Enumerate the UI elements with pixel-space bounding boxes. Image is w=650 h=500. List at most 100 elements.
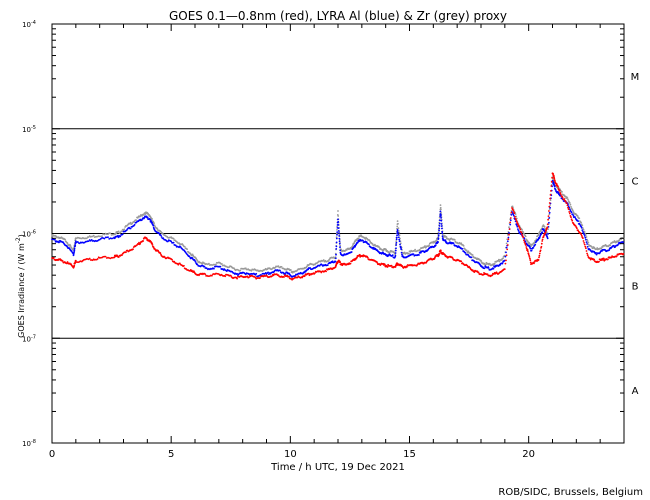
series-point [151,218,154,220]
y-tick-exponent: -7 [31,334,36,340]
series-point [437,237,440,240]
series-point [54,239,56,241]
series-point [509,219,512,222]
series-point [547,228,549,231]
series-point [175,244,177,247]
series-point [501,262,504,265]
series-point [151,244,154,246]
series-point [576,214,579,217]
series-point [521,233,523,236]
series-point [170,240,173,243]
series-point [492,267,495,270]
series-point [121,254,123,257]
series-point [441,230,443,233]
series-point [504,255,507,258]
series-point [408,252,410,255]
series-point [288,275,290,278]
y-tick-base: 10 [22,440,31,448]
series-point [351,245,354,247]
series-point [390,264,393,267]
series-point [524,235,527,238]
y-tick-label: 10-4 [22,20,36,29]
series-point [306,265,308,268]
series-point [322,259,325,261]
series-point [399,246,402,249]
series-point [609,244,612,247]
x-axis-label: Time / h UTC, 19 Dec 2021 [270,462,405,473]
series-point [419,249,422,252]
series-point [580,234,583,237]
series-point [277,274,280,276]
y-tick-exponent: -6 [31,230,36,236]
series-point [307,268,310,271]
series-point [511,205,514,208]
flare-class-labels: A B C M [631,72,640,397]
series-point [549,194,552,196]
series-point [109,232,112,235]
series-point [509,217,512,219]
series-point [570,216,572,219]
series-point [534,243,537,246]
series-point [337,230,340,232]
series-point [307,272,310,275]
series-point [541,238,544,241]
series-point [530,245,532,248]
series-point [334,257,337,260]
series-point [357,241,359,244]
series-point [272,274,275,277]
series-point [188,255,191,258]
series-point [350,251,353,253]
series-point [439,204,442,207]
series-point [339,249,342,252]
series-point [590,245,593,248]
series-point [617,243,619,246]
series-point [586,245,589,248]
series-point [467,250,470,253]
series-point [532,247,535,249]
series-point [52,256,55,259]
series-point [395,244,398,246]
series-point [512,213,515,216]
series-point [574,216,576,219]
series-point [132,248,134,251]
series-point [586,254,589,257]
series-point [548,217,551,219]
series-point [107,233,109,236]
series-point [395,238,398,241]
series-point [561,196,564,199]
series-point [271,275,273,277]
series-point [522,236,525,239]
series-point [570,211,573,214]
series-point [142,240,145,242]
series-point [438,216,441,219]
series-point [518,227,521,229]
series-point [510,211,513,214]
series-point [117,236,120,239]
series-point [438,222,441,225]
series-point [566,197,569,199]
y-axis-ticks: 10-810-710-610-510-4 [22,20,624,448]
flare-class-label: C [632,177,639,188]
series-point [480,261,483,263]
series-point [440,250,442,252]
series-point [314,272,316,274]
series-point [279,269,281,272]
series-point [441,232,444,235]
series-point [578,217,581,220]
series-point [528,256,531,258]
series-point [397,231,399,234]
y-tick-label: 10-6 [22,230,36,239]
series-point [438,225,441,227]
series-point [581,224,584,227]
series-point [73,247,76,250]
series-point [547,232,549,235]
series-point [593,258,596,261]
series-point [548,213,551,216]
series-layer [51,172,625,281]
series-point [103,237,106,240]
series-point [196,259,199,262]
series-point [527,250,529,253]
series-point [100,237,102,240]
series-point [117,230,120,233]
series-point [152,224,155,227]
